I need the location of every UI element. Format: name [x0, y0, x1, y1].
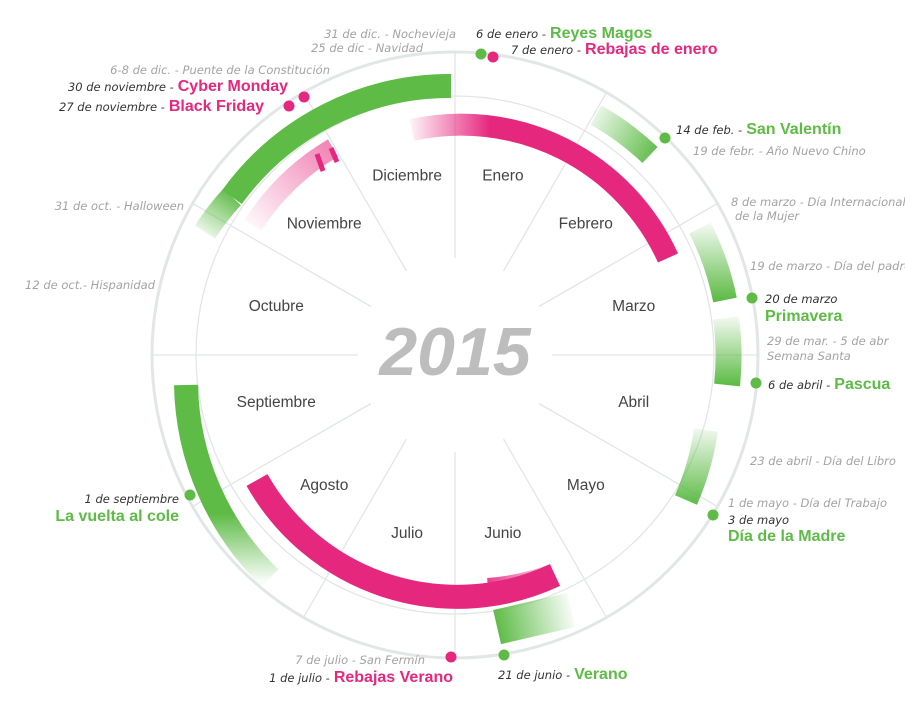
event-primavera: Primavera: [765, 308, 842, 325]
marker-valentin: [659, 132, 671, 144]
month-label-mayo: Mayo: [567, 477, 605, 494]
month-label-febrero: Febrero: [559, 215, 613, 232]
event-dia-padre: 19 de marzo - Día del padre: [750, 259, 905, 273]
event-reyes: 6 de enero - Reyes Magos: [476, 25, 652, 42]
event-dia-trabajo: 1 de mayo - Día del Trabajo: [728, 496, 887, 510]
marker-verano: [498, 649, 510, 661]
month-label-enero: Enero: [482, 167, 523, 184]
band-rebajas-enero: [409, 113, 679, 263]
marker-cyber: [298, 91, 310, 103]
event-hispanidad: 12 de oct.- Hispanidad: [25, 278, 156, 292]
event-vuelta-cole: La vuelta al cole: [55, 508, 179, 525]
month-labels: Enero Febrero Marzo Abril Mayo Junio Julio Agos…: [237, 167, 656, 541]
band-verano: [493, 592, 576, 645]
month-label-septiembre: Septiembre: [237, 394, 316, 411]
event-navidad: 25 de dic - Navidad: [311, 41, 424, 55]
year-label: 2015: [377, 314, 531, 390]
month-label-diciembre: Diciembre: [372, 167, 442, 184]
band-cyber-mark-2: [328, 147, 340, 163]
marker-reyes: [475, 48, 487, 60]
marker-madre: [707, 509, 719, 521]
event-cyber-monday: 30 de noviembre - Cyber Monday: [68, 78, 288, 95]
event-primavera-date: 20 de marzo: [765, 292, 837, 306]
month-label-abril: Abril: [618, 394, 649, 411]
month-label-noviembre: Noviembre: [287, 215, 362, 232]
event-dia-madre-date: 3 de mayo: [728, 513, 789, 527]
event-pascua: 6 de abril - Pascua: [768, 376, 890, 393]
band-navidad-fade: [194, 188, 242, 239]
event-dia-libro: 23 de abril - Día del Libro: [750, 454, 896, 468]
event-semana-santa: 29 de mar. - 5 de abr Semana Santa: [767, 334, 890, 363]
band-pascua: [713, 316, 742, 387]
event-markers: [184, 48, 762, 663]
month-divider: [538, 202, 718, 308]
event-constitucion: 6-8 de dic. - Puente de la Constitución: [110, 63, 330, 77]
event-dia-madre: Día de la Madre: [728, 528, 845, 545]
marker-rebajas-enero: [487, 51, 499, 63]
month-label-julio: Julio: [391, 525, 423, 542]
band-navidad: [222, 73, 452, 205]
month-divider: [302, 438, 408, 618]
event-ano-nuevo-chino: 19 de febr. - Año Nuevo Chino: [693, 144, 866, 158]
band-dia-madre: [674, 428, 718, 505]
event-nochevieja: 31 de dic. - Nochevieja: [324, 27, 456, 41]
month-divider: [502, 438, 608, 618]
event-rebajas-verano: 1 de julio - Rebajas Verano: [269, 669, 453, 686]
month-label-octubre: Octubre: [249, 298, 304, 315]
event-vuelta-cole-date: 1 de septiembre: [85, 492, 179, 506]
event-san-valentin: 14 de feb. - San Valentín: [676, 121, 841, 138]
event-black-friday: 27 de noviembre - Black Friday: [59, 98, 264, 115]
band-rebajas-verano-fade: [486, 563, 560, 602]
band-san-valentin: [590, 105, 658, 164]
marker-cole: [184, 489, 196, 501]
event-labels: 31 de dic. - Nochevieja 25 de dic - Navi…: [25, 25, 905, 686]
marker-pascua: [750, 377, 762, 389]
month-label-agosto: Agosto: [300, 477, 348, 494]
month-label-junio: Junio: [484, 525, 521, 542]
event-dia-mujer: 8 de marzo - Día Internacional de la Muje…: [731, 195, 905, 223]
season-bands: [174, 73, 742, 645]
month-divider: [502, 92, 608, 272]
event-san-fermin: 7 de julio - San Fermín: [295, 653, 425, 667]
band-black-friday: [244, 139, 339, 231]
month-label-marzo: Marzo: [612, 298, 655, 315]
marker-primavera: [746, 292, 758, 304]
event-verano: 21 de junio - Verano: [498, 666, 628, 683]
event-rebajas-enero: 7 de enero - Rebajas de enero: [511, 41, 718, 58]
month-divider: [192, 402, 372, 508]
band-vuelta-al-cole: [174, 384, 279, 587]
marker-black: [283, 100, 295, 112]
event-halloween: 31 de oct. - Halloween: [55, 199, 184, 213]
marker-rebajas-verano: [445, 651, 457, 663]
band-cyber-mark-1: [314, 153, 326, 172]
band-primavera: [689, 222, 737, 303]
